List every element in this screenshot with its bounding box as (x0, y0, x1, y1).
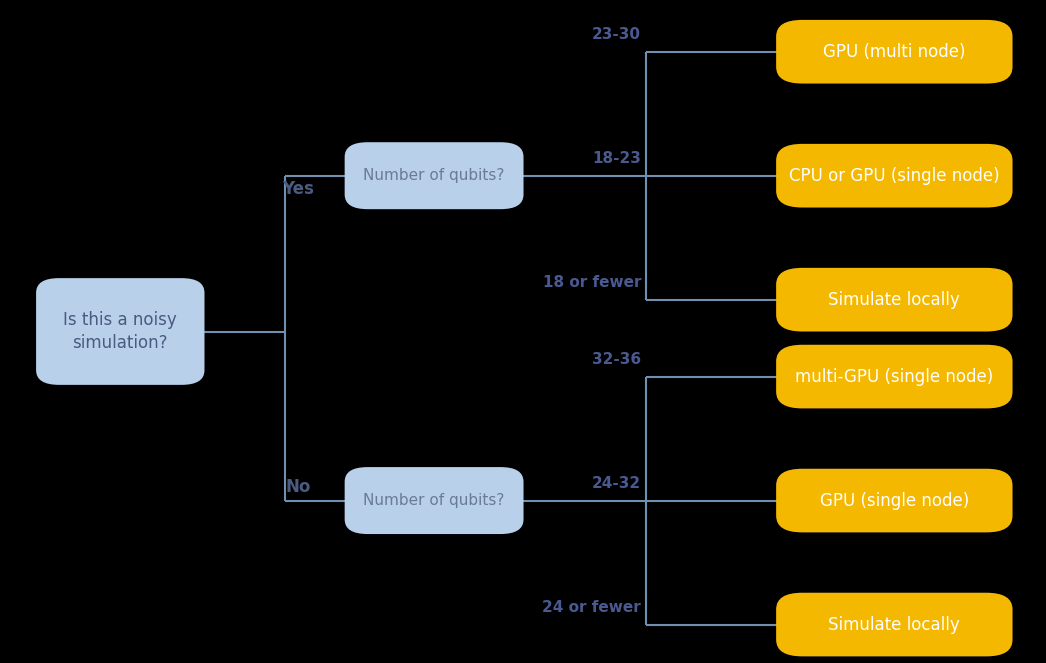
Text: Yes: Yes (282, 180, 314, 198)
Text: 24-32: 24-32 (592, 475, 641, 491)
Text: multi-GPU (single node): multi-GPU (single node) (795, 367, 994, 386)
Text: 18-23: 18-23 (592, 151, 641, 166)
Text: CPU or GPU (single node): CPU or GPU (single node) (789, 166, 1000, 185)
Text: Number of qubits?: Number of qubits? (363, 493, 505, 508)
FancyBboxPatch shape (776, 593, 1013, 656)
Text: Is this a noisy
simulation?: Is this a noisy simulation? (64, 311, 177, 352)
Text: 32-36: 32-36 (592, 351, 641, 367)
FancyBboxPatch shape (344, 467, 523, 534)
Text: Number of qubits?: Number of qubits? (363, 168, 505, 183)
FancyBboxPatch shape (776, 144, 1013, 208)
Text: GPU (multi node): GPU (multi node) (823, 42, 965, 61)
Text: GPU (single node): GPU (single node) (820, 491, 969, 510)
Text: No: No (286, 478, 311, 497)
Text: Simulate locally: Simulate locally (828, 290, 960, 309)
FancyBboxPatch shape (344, 143, 523, 210)
Text: 24 or fewer: 24 or fewer (543, 599, 641, 615)
FancyBboxPatch shape (36, 278, 204, 385)
Text: Simulate locally: Simulate locally (828, 615, 960, 634)
FancyBboxPatch shape (776, 268, 1013, 332)
FancyBboxPatch shape (776, 345, 1013, 408)
FancyBboxPatch shape (776, 469, 1013, 532)
Text: 23-30: 23-30 (592, 27, 641, 42)
FancyBboxPatch shape (776, 20, 1013, 84)
Text: 18 or fewer: 18 or fewer (543, 274, 641, 290)
